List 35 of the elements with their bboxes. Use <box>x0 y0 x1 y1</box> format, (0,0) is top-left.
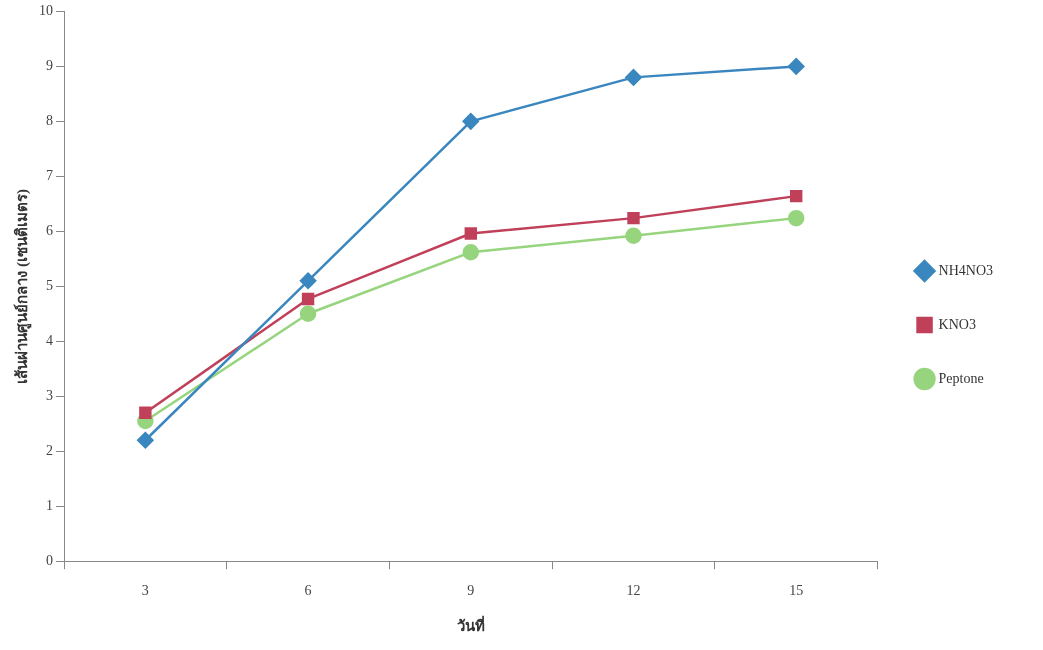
y-tick-label: 4 <box>46 332 53 348</box>
x-tick-label: 6 <box>304 583 312 599</box>
legend-label: KNO3 <box>938 316 976 332</box>
point <box>139 406 152 419</box>
x-tick-label: 12 <box>626 583 641 599</box>
point <box>462 113 480 130</box>
y-tick-label: 7 <box>46 168 53 184</box>
legend-label: Peptone <box>938 370 984 386</box>
x-tick-label: 9 <box>467 583 475 599</box>
point <box>625 69 642 86</box>
y-tick-label: 1 <box>46 497 53 513</box>
x-tick-label: 3 <box>141 583 149 599</box>
y-tick-label: 0 <box>46 552 53 568</box>
y-tick-label: 3 <box>46 387 53 403</box>
point <box>625 227 642 244</box>
x-tick-label: 15 <box>789 583 804 599</box>
y-tick-label: 5 <box>46 277 53 293</box>
point <box>462 243 480 261</box>
x-axis-title: วันที่ <box>456 614 485 634</box>
y-tick-label: 6 <box>46 222 53 238</box>
point <box>299 305 317 323</box>
y-axis-title: เส้นผ่านศูนย์กลาง (เซนติเมตร) <box>12 188 32 384</box>
point <box>627 211 640 225</box>
y-tick-label: 2 <box>46 442 53 458</box>
y-tick-label: 9 <box>46 58 53 74</box>
y-tick-label: 8 <box>46 113 53 129</box>
point <box>464 227 477 240</box>
point <box>137 431 154 449</box>
point <box>787 58 805 75</box>
point <box>301 292 315 306</box>
y-tick-label: 10 <box>39 3 53 19</box>
point <box>787 209 805 227</box>
point <box>790 189 803 203</box>
point <box>299 272 317 290</box>
legend-label: NH4NO3 <box>938 262 994 278</box>
